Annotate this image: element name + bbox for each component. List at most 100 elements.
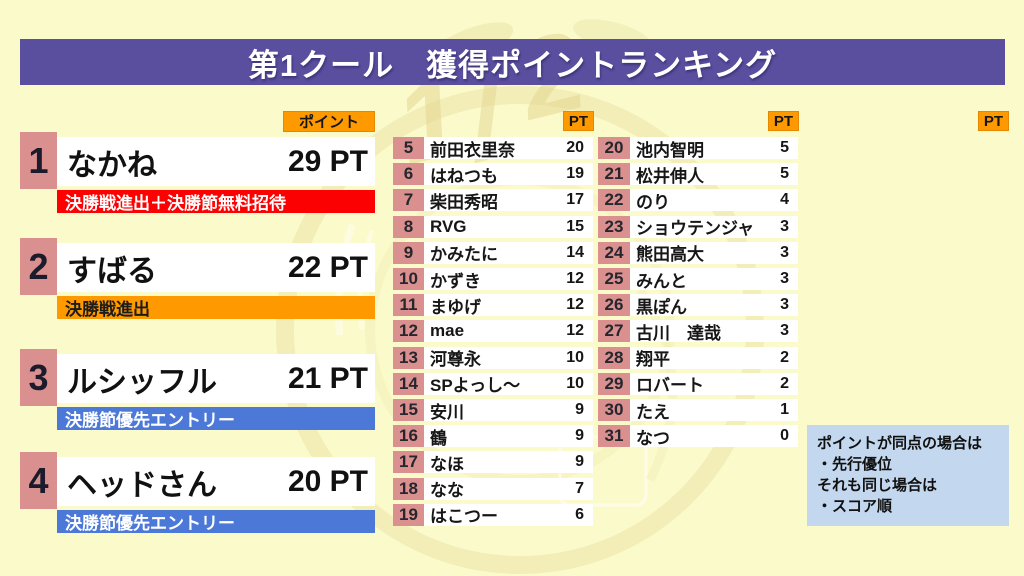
player-name: 河尊永 — [430, 350, 481, 370]
player-name: 松井伸人 — [636, 166, 704, 186]
rank-number: 26 — [598, 294, 630, 317]
rank-number: 17 — [393, 451, 424, 474]
ranking-row: 10 かずき 12 — [393, 268, 593, 291]
row-body: なほ 9 — [424, 451, 593, 474]
row-body: ショウテンジャ 3 — [630, 215, 798, 238]
player-name: まゆげ — [430, 297, 481, 317]
pt-value: 15 — [566, 217, 584, 235]
rank-number: 12 — [393, 320, 424, 343]
ranking-row: 24 熊田高大 3 — [598, 241, 798, 265]
row-body: なな 7 — [424, 477, 593, 500]
player-name: なかね — [67, 148, 157, 182]
rank-number: 11 — [393, 294, 424, 317]
pt-value: 3 — [780, 270, 789, 287]
player-name: 熊田高大 — [636, 245, 704, 265]
rank-number: 22 — [598, 189, 630, 212]
ranking-row: 17 なほ 9 — [393, 451, 593, 474]
pt-value: 12 — [566, 270, 584, 287]
note-line: ・スコア順 — [817, 498, 893, 515]
rank-number: 23 — [598, 215, 630, 238]
ranking-row: 6 はねつも 19 — [393, 163, 593, 186]
ranking-row: 27 古川 達哉 3 — [598, 320, 798, 343]
note-line: ポイントが同点の場合は — [817, 435, 983, 452]
note-line: ・先行優位 — [817, 456, 893, 473]
rank-number: 5 — [393, 137, 424, 159]
pt-value: 6 — [575, 505, 584, 523]
ranking-row: 28 翔平 2 — [598, 346, 798, 369]
player-name: なつ — [636, 428, 670, 448]
rank-number: 27 — [598, 320, 630, 343]
ranking-row: 5 前田衣里奈 20 — [393, 137, 593, 160]
note-line: それも同じ場合は — [817, 477, 938, 494]
rank-number: 28 — [598, 346, 630, 369]
rank-number: 4 — [20, 452, 57, 509]
rank-number: 1 — [20, 132, 57, 189]
player-name: mae — [430, 321, 465, 341]
rank-number: 10 — [393, 268, 424, 290]
award-banner: 決勝節優先エントリー — [57, 407, 375, 430]
player-name: かずき — [430, 271, 481, 291]
pt-value: 5 — [780, 139, 789, 156]
rank-number: 20 — [598, 137, 630, 159]
points-value: 22 PT — [287, 250, 368, 284]
ranking-row: 22 のり 4 — [598, 189, 798, 212]
pt-value: 20 — [566, 139, 584, 156]
rank-number: 6 — [393, 163, 424, 186]
row-body: はねつも 19 — [424, 163, 593, 186]
ranking-row: 19 はこつー 6 — [393, 503, 593, 526]
row-body: 黒ぽん 3 — [630, 294, 798, 317]
player-name: SPよっし～ — [430, 376, 521, 396]
pt-value: 2 — [780, 374, 789, 392]
row-body: SPよっし～ 10 — [424, 372, 593, 396]
ranking-row: 21 松井伸人 5 — [598, 163, 798, 186]
rank-number: 19 — [393, 503, 424, 526]
player-name: のり — [636, 192, 670, 212]
pt-value: 2 — [780, 348, 789, 366]
row-body: 池内智明 5 — [630, 137, 798, 160]
rank-number: 25 — [598, 268, 630, 290]
row-body: 熊田高大 3 — [630, 241, 798, 265]
rank-number: 3 — [20, 349, 57, 406]
rank-number: 7 — [393, 189, 424, 212]
row-body: 前田衣里奈 20 — [424, 137, 593, 160]
pt-value: 14 — [566, 243, 584, 261]
ranking-row: 30 たえ 1 — [598, 399, 798, 422]
ranking-row: ルシッフル 21 PT — [57, 354, 375, 403]
rank-number: 21 — [598, 163, 630, 186]
player-name: 安川 — [430, 402, 464, 422]
row-body: みんと 3 — [630, 268, 798, 291]
row-body: なつ 0 — [630, 425, 798, 448]
pt-value: 3 — [780, 243, 789, 261]
pt-value: 1 — [780, 401, 789, 418]
rank-number: 14 — [393, 372, 424, 395]
player-name: すばる — [67, 254, 157, 288]
rank-number: 15 — [393, 399, 424, 421]
player-name: ヘッドさん — [67, 468, 217, 502]
ranking-row: 16 鶴 9 — [393, 425, 593, 448]
pt-value: 10 — [566, 348, 584, 366]
rank-number: 13 — [393, 346, 424, 369]
pt-value: 12 — [566, 322, 584, 340]
player-name: RVG — [430, 216, 467, 236]
row-body: mae 12 — [424, 320, 593, 343]
ranking-row: すばる 22 PT — [57, 243, 375, 292]
rank-number: 29 — [598, 372, 630, 395]
rank-number: 9 — [393, 241, 424, 264]
player-name: 前田衣里奈 — [430, 140, 515, 160]
row-body: はこつー 6 — [424, 503, 593, 526]
pt-value: 7 — [575, 479, 584, 497]
ranking-row: 15 安川 9 — [393, 399, 593, 422]
tiebreak-note: ポイントが同点の場合は ・先行優位 それも同じ場合は ・スコア順 — [807, 425, 1009, 526]
award-banner: 決勝節優先エントリー — [57, 510, 375, 533]
rank-number: 16 — [393, 425, 424, 448]
rank-number: 30 — [598, 399, 630, 421]
ranking-row: 23 ショウテンジャ 3 — [598, 215, 798, 238]
rank-number: 24 — [598, 241, 630, 264]
rank-number: 18 — [393, 477, 424, 500]
player-name: 柴田秀昭 — [430, 192, 498, 212]
ranking-row: 9 かみたに 14 — [393, 241, 593, 264]
pt-value: 4 — [780, 191, 789, 209]
ranking-row: 26 黒ぽん 3 — [598, 294, 798, 317]
